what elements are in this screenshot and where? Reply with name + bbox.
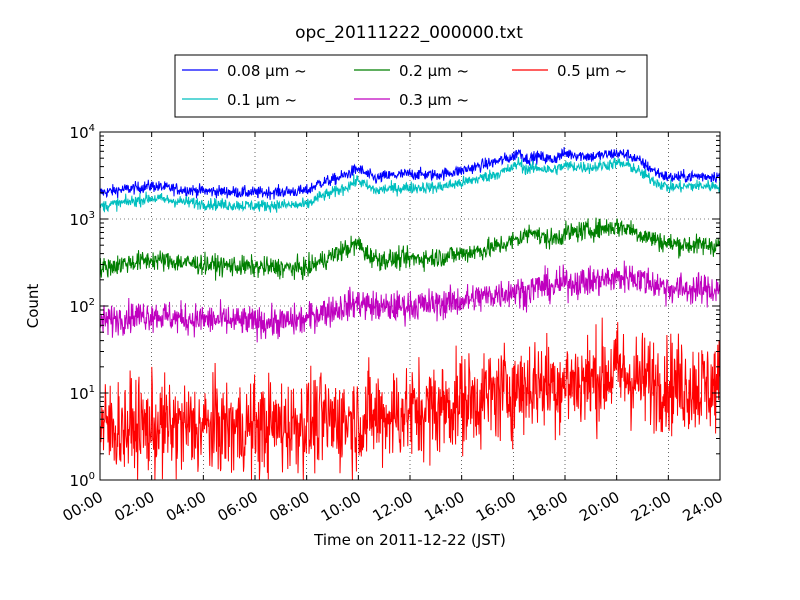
legend: 0.08 μm ~ 0.1 μm ~ 0.2 μm ~ 0.3 μm ~ 0.5 μm … <box>174 54 648 118</box>
x-tick-label: 02:00 <box>111 488 157 525</box>
y-tick-label: 100 <box>70 471 95 490</box>
x-tick-label: 06:00 <box>215 488 261 525</box>
series-line-5 <box>100 317 720 480</box>
series-line-2 <box>100 157 720 213</box>
series-lines <box>100 146 720 480</box>
legend-label: 0.3 μm ~ <box>399 91 469 109</box>
x-tick-label: 16:00 <box>473 488 519 525</box>
legend-label: 0.2 μm ~ <box>399 62 469 80</box>
y-tick-label: 101 <box>70 384 95 403</box>
x-axis-label: Time on 2011-12-22 (JST) <box>313 531 506 549</box>
y-tick-label: 102 <box>70 297 95 316</box>
legend-label: 0.5 μm ~ <box>557 62 627 80</box>
series-line-4 <box>100 260 720 343</box>
chart-title: opc_20111222_000000.txt <box>295 23 523 43</box>
x-tick-label: 14:00 <box>421 488 467 525</box>
legend-label: 0.1 μm ~ <box>227 91 297 109</box>
y-axis-label: Count <box>24 284 42 329</box>
x-tick-label: 08:00 <box>266 488 312 525</box>
x-tick-label: 24:00 <box>680 488 726 525</box>
y-tick-label: 103 <box>70 210 95 229</box>
x-tick-label: 00:00 <box>60 488 106 525</box>
x-tick-label: 12:00 <box>370 488 416 525</box>
legend-label: 0.08 μm ~ <box>227 62 307 80</box>
x-tick-label: 18:00 <box>525 488 571 525</box>
x-tick-label: 10:00 <box>318 488 364 525</box>
series-line-3 <box>100 217 720 281</box>
axis-ticks: 00:00 02:00 04:00 06:00 08:00 10:00 12:00 14:00… <box>60 123 726 525</box>
x-tick-label: 04:00 <box>163 488 209 525</box>
series-line-1 <box>100 146 720 200</box>
x-tick-label: 20:00 <box>576 488 622 525</box>
legend-box <box>174 54 648 118</box>
y-tick-label: 104 <box>70 123 95 142</box>
x-tick-label: 22:00 <box>628 488 674 525</box>
